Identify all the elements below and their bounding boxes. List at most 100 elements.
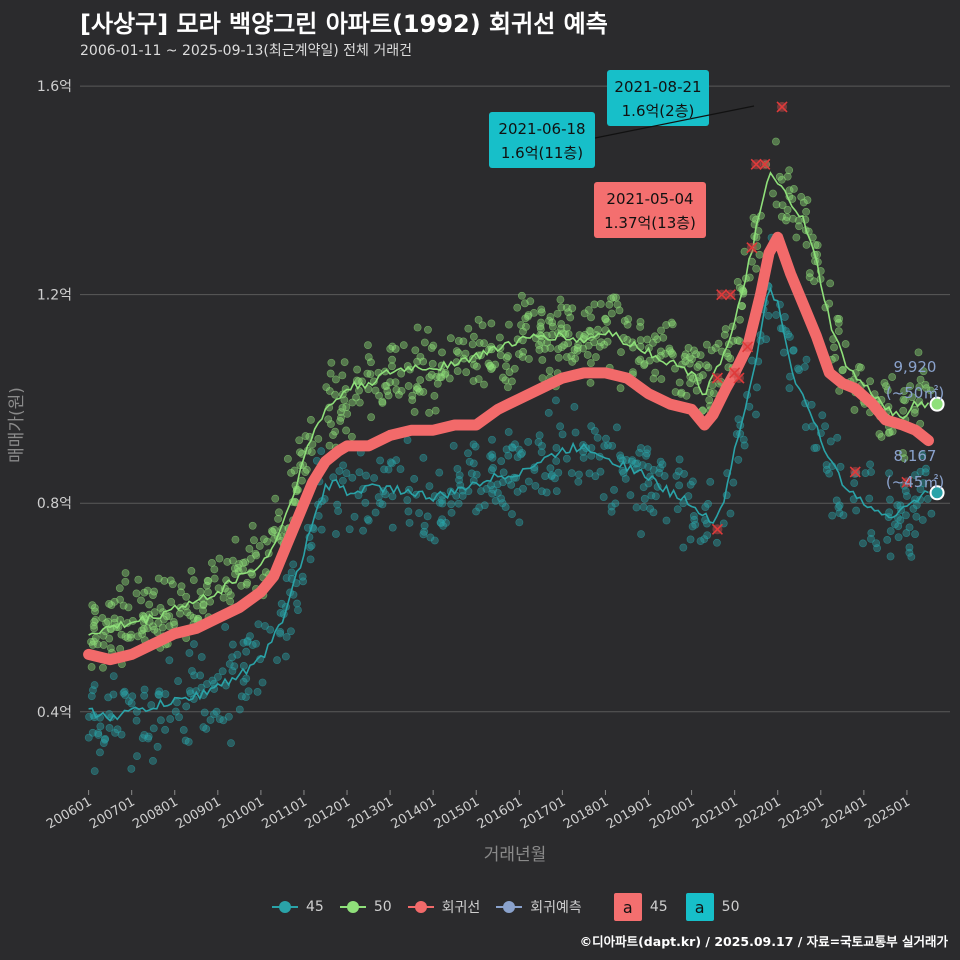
trade-point-50	[117, 630, 126, 639]
x-tick-label: 202301	[776, 794, 826, 832]
trade-point-45	[893, 501, 902, 510]
trade-point-50	[769, 189, 777, 198]
trade-point-50	[410, 408, 419, 416]
trade-point-50	[675, 378, 684, 387]
trade-point-50	[87, 663, 96, 671]
trade-point-50	[772, 137, 780, 146]
trade-point-50	[911, 405, 919, 414]
trade-point-45	[197, 653, 206, 661]
trade-point-45	[348, 473, 357, 482]
trade-point-50	[517, 291, 526, 300]
annotation-date: 2021-06-18	[498, 120, 585, 138]
trade-point-50	[615, 306, 624, 315]
trade-point-50	[726, 354, 735, 363]
trade-point-45	[192, 687, 200, 696]
y-axis-title: 매매가(원)	[7, 387, 27, 463]
trade-point-50	[866, 377, 875, 386]
x-tick-label: 201901	[604, 794, 654, 832]
trade-point-45	[703, 531, 712, 540]
trade-point-45	[905, 548, 914, 557]
excluded-point-marker	[711, 372, 723, 384]
trade-point-45	[439, 521, 447, 530]
trade-point-50	[474, 315, 483, 324]
trade-point-45	[403, 496, 412, 504]
trade-point-45	[489, 485, 498, 494]
trade-point-50	[90, 624, 99, 633]
trade-point-50	[584, 306, 593, 314]
annotation-box	[594, 182, 706, 238]
trade-point-45	[632, 503, 641, 512]
trade-point-45	[99, 739, 108, 748]
trade-point-50	[538, 356, 547, 364]
excluded-point-marker	[901, 476, 913, 488]
trade-point-45	[734, 455, 743, 464]
trade-point-45	[508, 443, 516, 452]
trade-point-50	[307, 448, 316, 456]
trade-point-50	[160, 576, 169, 585]
trade-point-45	[640, 494, 649, 503]
trade-point-45	[571, 428, 580, 437]
trade-point-50	[226, 591, 235, 600]
trade-point-50	[239, 558, 248, 567]
trade-point-45	[230, 662, 239, 671]
trade-point-50	[805, 269, 814, 278]
trade-point-45	[419, 453, 428, 462]
trade-point-45	[552, 443, 561, 452]
trade-point-50	[564, 330, 573, 338]
trade-point-45	[886, 527, 895, 536]
trade-point-45	[242, 647, 251, 656]
trade-point-50	[665, 344, 674, 353]
trade-point-50	[735, 337, 744, 345]
trade-point-50	[176, 609, 184, 618]
forecast-point	[929, 485, 945, 501]
trade-point-45	[646, 472, 655, 481]
trade-point-45	[587, 444, 596, 452]
trade-point-45	[524, 438, 533, 446]
trade-point-45	[927, 509, 936, 518]
trade-point-50	[193, 601, 201, 610]
trade-point-50	[720, 331, 729, 339]
trade-point-50	[685, 359, 694, 368]
trade-point-50	[204, 588, 212, 597]
excluded-point-cross	[776, 101, 788, 113]
trade-point-45	[228, 640, 237, 649]
trade-point-45	[266, 625, 275, 634]
trade-point-50	[838, 366, 847, 375]
trade-point-50	[428, 359, 437, 368]
trade-point-50	[510, 364, 519, 373]
trade-point-45	[181, 736, 190, 745]
trade-point-50	[524, 312, 532, 321]
trade-point-50	[530, 308, 538, 317]
trade-point-45	[752, 383, 761, 392]
trade-point-45	[90, 681, 99, 689]
trade-point-50	[562, 324, 571, 332]
trade-point-50	[714, 339, 723, 348]
trade-point-50	[239, 565, 247, 574]
trade-point-45	[423, 512, 432, 521]
trade-point-50	[560, 341, 569, 350]
trade-point-50	[469, 332, 478, 341]
x-tick-label: 200901	[173, 794, 223, 832]
trade-point-45	[487, 466, 496, 475]
trade-point-45	[246, 632, 254, 640]
legend-key-50-icon	[338, 899, 368, 915]
excluded-point-cross	[750, 158, 762, 170]
trade-point-45	[254, 620, 263, 629]
trade-point-45	[458, 491, 467, 500]
annotation-value: 1.37억(13층)	[604, 214, 696, 232]
x-tick-label: 201701	[518, 794, 568, 832]
trade-point-50	[340, 358, 349, 367]
x-tick-label: 201101	[259, 794, 309, 832]
trade-point-45	[534, 438, 543, 447]
trade-point-50	[649, 374, 658, 383]
annotation-value: 1.6억(2층)	[622, 102, 695, 120]
trade-point-50	[124, 603, 133, 612]
trade-point-50	[105, 634, 114, 643]
trade-point-50	[427, 370, 436, 379]
trade-point-50	[480, 339, 488, 348]
trade-point-45	[480, 501, 489, 510]
trade-point-50	[605, 300, 614, 309]
excluded-point-marker	[711, 523, 723, 535]
x-tick-label: 201601	[475, 794, 525, 832]
trade-point-50	[353, 365, 362, 374]
